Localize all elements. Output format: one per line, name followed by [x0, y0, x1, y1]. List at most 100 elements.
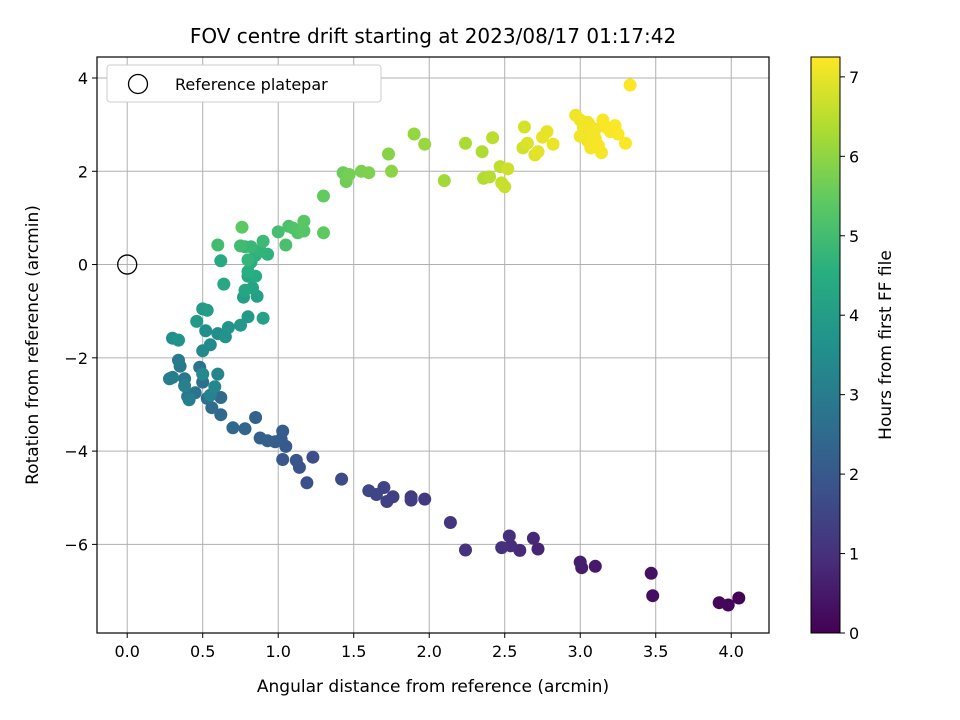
data-point	[380, 495, 394, 508]
data-point	[241, 253, 255, 267]
data-point	[404, 493, 418, 507]
data-point	[238, 283, 252, 297]
data-point	[362, 166, 376, 180]
colorbar-tick-label: 0	[849, 624, 859, 643]
data-point	[385, 164, 398, 178]
data-point	[573, 129, 587, 143]
x-tick-label: 1.0	[265, 642, 290, 661]
colorbar-tick-label: 7	[849, 68, 859, 87]
y-tick-label: −2	[64, 349, 88, 368]
legend-marker-open-circle	[127, 73, 149, 95]
data-point	[234, 318, 247, 332]
data-point	[362, 484, 376, 498]
data-point	[289, 453, 303, 467]
legend: Reference platepar	[106, 64, 382, 103]
data-point	[517, 120, 531, 134]
data-point	[208, 380, 222, 394]
data-point	[495, 541, 509, 555]
data-point	[256, 234, 270, 248]
data-point	[573, 555, 587, 569]
data-point	[253, 431, 267, 445]
y-axis-ticks: −6 −4 −2 0 2 4	[64, 69, 97, 554]
legend-label: Reference platepar	[175, 75, 328, 94]
data-point	[407, 127, 421, 141]
data-point	[623, 78, 637, 92]
data-point	[483, 170, 497, 184]
data-point	[276, 424, 290, 438]
data-point	[531, 542, 545, 556]
y-axis-label: Rotation from reference (arcmin)	[23, 205, 43, 485]
data-point	[238, 422, 252, 436]
x-tick-label: 3.0	[568, 642, 593, 661]
colorbar-label: Hours from first FF file	[876, 250, 896, 440]
data-point	[172, 353, 185, 367]
data-point	[486, 131, 500, 145]
data-point	[611, 127, 625, 141]
x-axis-label: Angular distance from reference (arcmin)	[257, 677, 609, 697]
data-point	[732, 591, 746, 605]
data-point	[501, 162, 515, 176]
data-point	[199, 324, 213, 338]
data-point	[172, 333, 185, 347]
colorbar-tick-label: 3	[849, 386, 859, 405]
data-point	[214, 254, 228, 268]
y-tick-label: 0	[78, 256, 88, 275]
data-point	[214, 408, 228, 422]
data-point	[459, 136, 472, 150]
data-point	[178, 379, 192, 393]
data-point	[342, 168, 356, 181]
data-point	[644, 566, 658, 580]
data-point	[520, 136, 534, 150]
data-point	[241, 310, 255, 324]
data-point	[418, 492, 432, 506]
data-point	[300, 476, 314, 490]
chart-title: FOV centre drift starting at 2023/08/17 …	[190, 24, 676, 48]
data-point	[271, 225, 285, 239]
colorbar-tick-label: 5	[849, 227, 859, 246]
data-point	[279, 238, 293, 252]
legend-box	[106, 64, 382, 103]
data-point	[498, 180, 512, 194]
data-point	[475, 145, 489, 159]
data-point	[437, 174, 451, 188]
x-tick-label: 0.0	[114, 642, 139, 661]
data-point	[211, 367, 225, 381]
data-point	[382, 147, 395, 161]
data-point	[214, 391, 228, 404]
y-tick-label: 2	[78, 162, 88, 181]
colorbar-tick-label: 1	[849, 545, 859, 564]
data-point	[443, 516, 457, 529]
data-point	[244, 240, 258, 254]
x-tick-label: 1.5	[341, 642, 366, 661]
data-point	[588, 559, 602, 573]
data-point	[335, 472, 349, 486]
data-point	[241, 265, 255, 278]
data-point	[249, 411, 263, 424]
data-point	[256, 311, 270, 325]
y-tick-label: −6	[64, 535, 88, 554]
x-tick-label: 2.0	[416, 642, 441, 661]
data-point	[540, 125, 554, 139]
data-point	[226, 421, 240, 435]
x-tick-label: 4.0	[719, 642, 744, 661]
y-tick-label: −4	[64, 442, 88, 461]
data-point	[297, 214, 311, 228]
data-point	[646, 589, 660, 603]
data-points	[163, 78, 746, 612]
x-tick-label: 2.5	[492, 642, 517, 661]
y-tick-label: 4	[78, 69, 88, 88]
data-point	[619, 136, 632, 150]
data-point	[317, 226, 330, 240]
data-point	[531, 145, 545, 159]
data-point	[418, 137, 432, 151]
plot-frame	[96, 56, 770, 634]
colorbar-tick-label: 2	[849, 465, 859, 484]
x-tick-label: 3.5	[643, 642, 668, 661]
colorbar	[810, 56, 841, 634]
x-tick-label: 0.5	[190, 642, 215, 661]
data-point	[190, 314, 204, 328]
data-point	[203, 338, 217, 352]
data-point	[196, 367, 210, 381]
grid-lines	[97, 57, 769, 633]
